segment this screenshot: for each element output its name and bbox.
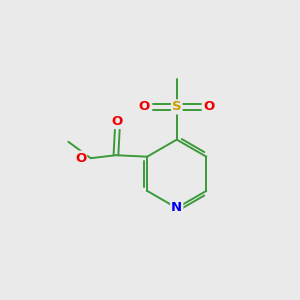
Text: O: O xyxy=(112,115,123,128)
Text: S: S xyxy=(172,100,182,113)
Text: N: N xyxy=(171,202,182,214)
Text: O: O xyxy=(203,100,215,113)
Text: O: O xyxy=(139,100,150,113)
Text: O: O xyxy=(75,152,86,165)
